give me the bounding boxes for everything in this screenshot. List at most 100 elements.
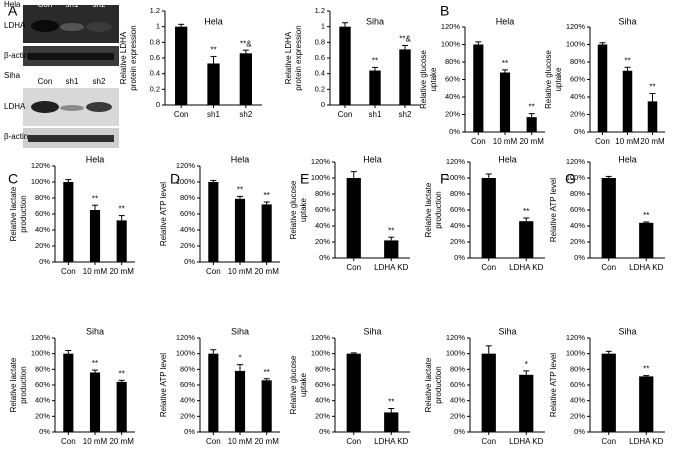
x-tick-label: Con <box>601 437 616 446</box>
bar <box>89 210 101 262</box>
y-tick-label: 80% <box>570 189 585 198</box>
x-tick-label: 10 mM <box>83 437 108 446</box>
significance-label: ** <box>388 398 394 407</box>
y-tick-label: 60% <box>570 205 585 214</box>
y-tick-label: 0% <box>319 253 330 262</box>
y-tick-label: 1 <box>156 22 160 31</box>
chart-title: Siha <box>363 326 381 336</box>
x-tick-label: Con <box>471 137 486 146</box>
panel-letter: C <box>8 171 18 187</box>
y-tick-label: 80% <box>315 364 330 373</box>
panel-letter: D <box>170 171 180 187</box>
bar <box>473 44 484 132</box>
y-tick-label: 40% <box>570 92 585 101</box>
y-axis-label: Relative LDHAprotein expression <box>284 25 303 90</box>
y-tick-label: 60% <box>180 209 195 218</box>
significance-label: ** <box>624 56 630 65</box>
y-tick-label: 20% <box>570 411 585 420</box>
y-tick-label: 100% <box>566 173 586 182</box>
blot-cell-label: Hela <box>4 0 21 9</box>
y-tick-label: 120% <box>311 157 331 166</box>
bar <box>339 26 351 106</box>
x-tick-label: sh1 <box>369 110 382 119</box>
bar <box>499 72 511 132</box>
significance-label: ** <box>92 359 98 368</box>
y-tick-label: 100% <box>566 39 586 48</box>
y-tick-label: 40% <box>315 221 330 230</box>
y-tick-label: 100% <box>446 349 466 358</box>
chart-title: Hela <box>496 16 515 26</box>
significance-label: ** <box>210 46 216 55</box>
y-tick-label: 0 <box>156 100 160 109</box>
significance-label: * <box>238 354 241 363</box>
y-tick-label: 80% <box>35 364 50 373</box>
y-tick-label: 120% <box>566 333 586 342</box>
y-tick-label: 0% <box>319 427 330 436</box>
x-tick-label: sh1 <box>207 110 220 119</box>
y-tick-label: 80% <box>570 57 585 66</box>
bar <box>601 178 616 258</box>
panel-letter: B <box>440 3 449 19</box>
y-axis-label: Relative ATP level <box>549 178 558 242</box>
bar <box>116 381 127 432</box>
blot-cell-label: Siha <box>4 71 21 80</box>
panel-letter: E <box>300 171 309 187</box>
bar <box>384 240 399 258</box>
y-tick-label: 20% <box>445 109 460 118</box>
y-axis-label: Relative lactateproduction <box>9 357 28 412</box>
bar <box>63 353 74 432</box>
y-tick-label: 60% <box>35 209 50 218</box>
chart-title: Hela <box>498 154 517 164</box>
significance-label: ** <box>264 368 270 377</box>
y-axis-label: Relative ATP level <box>159 182 168 246</box>
y-tick-label: 40% <box>35 396 50 405</box>
significance-label: ** <box>502 59 508 68</box>
y-axis-label: Relative glucoseuptake <box>419 50 438 109</box>
bar <box>526 117 537 132</box>
y-tick-label: 40% <box>180 396 195 405</box>
chart-title: Hela <box>618 154 637 164</box>
y-tick-label: 0% <box>574 127 585 136</box>
blot-lane-label: sh2 <box>93 0 106 9</box>
y-tick-label: 80% <box>35 193 50 202</box>
chart-title: Siha <box>366 16 384 26</box>
bar <box>116 220 127 262</box>
x-tick-label: Con <box>61 267 76 276</box>
significance-label: ** <box>92 194 98 203</box>
y-tick-label: 0% <box>454 427 465 436</box>
bar <box>647 101 658 132</box>
y-tick-label: 100% <box>311 349 331 358</box>
y-axis-label: Relative lactateproduction <box>424 182 443 237</box>
bar <box>481 178 496 258</box>
significance-label: **& <box>399 35 411 44</box>
x-tick-label: 10 mM <box>615 137 640 146</box>
bar <box>346 353 361 432</box>
y-tick-label: 40% <box>450 221 465 230</box>
bar <box>208 353 219 432</box>
y-axis-label: Relative glucoseuptake <box>289 355 308 414</box>
blot-lane-label: sh2 <box>93 77 106 86</box>
y-tick-label: 40% <box>180 225 195 234</box>
bar <box>175 26 188 106</box>
y-tick-label: 60% <box>315 380 330 389</box>
y-tick-label: 100% <box>176 177 196 186</box>
y-tick-label: 120% <box>446 157 466 166</box>
y-tick-label: 0% <box>574 253 585 262</box>
bar <box>384 412 399 432</box>
panel-letter: A <box>8 3 18 19</box>
y-tick-label: 20% <box>180 241 195 250</box>
x-tick-label: 20 mM <box>640 137 665 146</box>
y-tick-label: 80% <box>450 189 465 198</box>
bar <box>481 353 496 432</box>
significance-label: ** <box>264 191 270 200</box>
y-tick-label: 120% <box>176 333 196 342</box>
y-tick-label: 100% <box>31 177 51 186</box>
y-tick-label: 0.6 <box>150 53 160 62</box>
bar <box>208 182 219 262</box>
y-tick-label: 0 <box>321 100 325 109</box>
y-tick-label: 20% <box>35 411 50 420</box>
bar <box>639 222 654 258</box>
y-tick-label: 0% <box>184 257 195 266</box>
significance-label: ** <box>643 211 649 220</box>
